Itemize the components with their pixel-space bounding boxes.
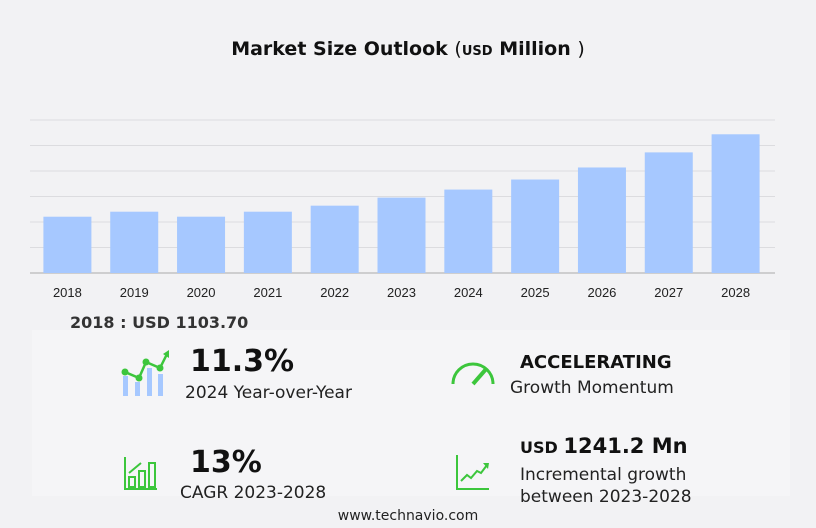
incremental-amount: 1241.2 Mn xyxy=(563,434,688,458)
x-tick-label: 2020 xyxy=(187,285,216,300)
yoy-value: 11.3% xyxy=(190,344,295,379)
incremental-prefix: USD xyxy=(520,438,558,457)
x-tick-label: 2026 xyxy=(587,285,616,300)
x-tick-label: 2025 xyxy=(521,285,550,300)
yoy-label: 2024 Year-over-Year xyxy=(185,383,352,403)
bar-2024 xyxy=(444,189,493,273)
bar-2022 xyxy=(310,205,359,273)
x-tick-label: 2022 xyxy=(320,285,349,300)
momentum-value: ACCELERATING xyxy=(520,352,672,373)
bar-2019 xyxy=(110,211,159,273)
cagr-bar-icon xyxy=(124,457,157,490)
x-tick-label: 2023 xyxy=(387,285,416,300)
incremental-value: USD 1241.2 Mn xyxy=(520,434,688,458)
bar-2028 xyxy=(711,134,760,273)
stats-panel xyxy=(32,330,790,496)
x-tick-label: 2027 xyxy=(654,285,683,300)
incremental-growth-icon xyxy=(456,455,489,490)
bar-2021 xyxy=(243,211,292,273)
x-tick-label: 2024 xyxy=(454,285,483,300)
incremental-label-2: between 2023-2028 xyxy=(520,487,692,507)
title-paren: ( xyxy=(454,38,462,60)
title-paren-close: ) xyxy=(577,38,585,60)
speedometer-icon xyxy=(451,362,495,386)
title-million: Million xyxy=(499,38,571,60)
incremental-label-1: Incremental growth xyxy=(520,465,687,485)
footer-url: www.technavio.com xyxy=(337,508,479,524)
base-year-value: 2018 : USD 1103.70 xyxy=(70,313,249,332)
x-tick-label: 2019 xyxy=(120,285,149,300)
bar-2020 xyxy=(177,216,226,273)
bar-2018 xyxy=(43,216,92,273)
momentum-label: Growth Momentum xyxy=(510,378,674,398)
x-tick-label: 2028 xyxy=(721,285,750,300)
title-text: Market Size Outlook xyxy=(231,38,448,60)
yoy-chart-icon xyxy=(121,350,169,396)
x-tick-label: 2021 xyxy=(253,285,282,300)
bar-2025 xyxy=(511,179,560,273)
x-tick-label: 2018 xyxy=(53,285,82,300)
bar-2026 xyxy=(577,167,626,273)
bar-chart: 2018 2019 2020 2021 2022 2023 2024 2025 2026 2027… xyxy=(30,119,775,300)
bar-2027 xyxy=(644,152,693,273)
title-unit: USD xyxy=(461,44,493,59)
chart-title: Market Size Outlook (USD Million ) xyxy=(0,38,816,60)
bar-2023 xyxy=(377,197,426,273)
cagr-value: 13% xyxy=(190,445,262,480)
cagr-label: CAGR 2023-2028 xyxy=(180,483,327,503)
